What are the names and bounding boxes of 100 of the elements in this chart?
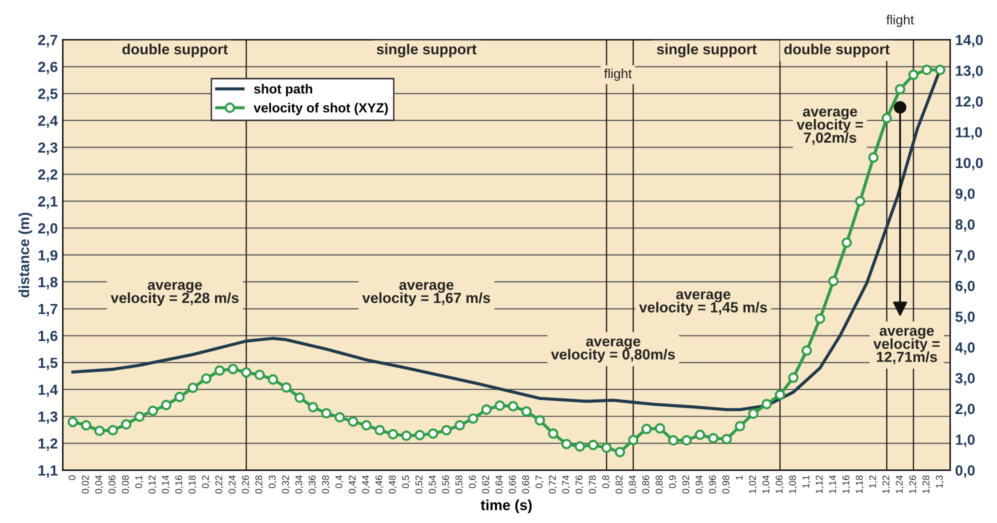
x-tick-label: 0,2	[202, 476, 210, 488]
x-tick-label: 1,1	[802, 476, 810, 488]
x-tick-label: 0,76	[576, 475, 584, 494]
y2-tick-label: 8,0	[955, 219, 975, 232]
x-tick-label: 0,28	[255, 475, 264, 494]
x-tick-label: 0,72	[548, 476, 557, 494]
x-tick-label: 0,88	[656, 475, 664, 494]
y-tick-label: 2,3	[38, 142, 58, 155]
annotation: single support	[376, 44, 476, 58]
x-tick-label: 0,7	[536, 476, 544, 488]
x-tick-label: 0,04	[95, 475, 104, 494]
x-tick-label: 0,18	[188, 475, 197, 494]
x-tick-label: 0,12	[148, 476, 157, 494]
x-tick-label: 1,06	[776, 475, 784, 494]
y-axis-title: distance (m)	[18, 212, 32, 298]
y2-tick-label: 10,0	[956, 158, 983, 170]
x-tick-label: 0,46	[375, 475, 384, 494]
x-tick-label: 0,26	[242, 475, 250, 494]
y-tick-label: 1,3	[38, 411, 58, 424]
x-tick-label: 1,08	[789, 475, 798, 494]
x-tick-label: 0,58	[456, 475, 464, 494]
annotation: average velocity = 1,45 m/s	[639, 291, 767, 316]
y-tick-label: 1,5	[38, 358, 58, 370]
x-tick-label: 0,02	[82, 476, 90, 494]
y2-tick-label: 4,0	[955, 342, 975, 355]
y-tick-label: 2,4	[38, 116, 58, 128]
y-tick-label: 1,9	[38, 250, 58, 263]
x-tick-label: 1,3	[936, 475, 944, 488]
x-tick-label: 1,14	[829, 475, 838, 494]
y-tick-label: 2,0	[38, 223, 58, 236]
y2-tick-label: 1,0	[956, 434, 975, 447]
annotation: double support	[784, 44, 890, 58]
x-tick-label: 1,04	[762, 475, 770, 494]
x-tick-label: 0	[68, 475, 76, 480]
x-tick-label: 1,12	[816, 476, 824, 494]
y-tick-label: 2,5	[38, 88, 58, 102]
x-tick-label: 0,8	[602, 475, 610, 488]
x-tick-label: 0,54	[428, 475, 437, 494]
y2-tick-label: 0,0	[956, 465, 975, 478]
annotation: average velocity = 2,28 m/s	[110, 282, 239, 306]
x-tick-label: 0,24	[228, 475, 237, 494]
x-tick-label: 1,22	[882, 476, 891, 494]
x-tick-label: 0,96	[709, 475, 718, 494]
x-tick-label: 0,08	[122, 475, 130, 494]
x-tick-label: 1,16	[842, 475, 850, 494]
x-tick-label: 0,42	[348, 476, 357, 494]
x-tick-label: 0,52	[415, 476, 424, 494]
annotation: average velocity = 7,02m/s	[796, 108, 863, 145]
x-tick-label: 0,14	[162, 475, 170, 494]
x-tick-label: 1,2	[869, 476, 878, 488]
y2-tick-label: 2,0	[956, 404, 975, 416]
x-tick-label: 0,98	[722, 475, 730, 494]
annotation: flight	[604, 68, 632, 81]
x-axis-title: time (s)	[480, 500, 532, 514]
legend-label: shot path	[254, 84, 312, 96]
x-tick-label: 1,28	[922, 475, 931, 494]
y2-tick-label: 13,0	[956, 66, 983, 78]
x-tick-label: 1,26	[909, 475, 918, 494]
x-tick-label: 0,3	[268, 475, 277, 488]
x-tick-label: 0,22	[215, 476, 224, 494]
legend-label: velocity of shot (XYZ)	[254, 102, 388, 116]
y-tick-label: 2,2	[38, 169, 58, 182]
x-tick-label: 0,68	[522, 475, 530, 494]
x-tick-label: 1,02	[749, 476, 758, 494]
x-tick-label: 0,38	[322, 475, 330, 494]
annotation: average velocity = 0,80m/s	[551, 338, 675, 362]
y2-tick-label: 3,0	[955, 373, 975, 386]
annotation: single support	[656, 44, 757, 58]
y2-tick-label: 12,0	[956, 96, 983, 109]
annotation: average velocity = 12,71m/s	[873, 328, 940, 364]
x-tick-label: 0,44	[362, 475, 370, 494]
x-tick-label: 0,34	[295, 475, 304, 494]
x-tick-label: 1,18	[856, 475, 864, 494]
x-tick-label: 1,24	[896, 475, 904, 494]
x-tick-label: 0,84	[628, 475, 637, 494]
x-tick-label: 0,32	[282, 476, 290, 494]
x-tick-label: 0,66	[508, 475, 517, 494]
x-tick-label: 0,9	[668, 476, 678, 488]
x-tick-label: 0,82	[616, 476, 624, 494]
x-tick-label: 0,48	[388, 475, 397, 494]
x-tick-label: 0,16	[175, 475, 184, 494]
x-tick-label: 0,1	[135, 476, 144, 488]
text: flight	[886, 14, 914, 28]
x-tick-label: 0,94	[696, 475, 704, 494]
x-tick-label: 0,86	[642, 475, 650, 494]
x-tick-label: 0,36	[308, 475, 317, 494]
x-tick-label: 0,06	[108, 475, 117, 494]
x-tick-label: 0,4	[335, 475, 344, 488]
y2-tick-label: 9,0	[956, 188, 975, 202]
y2-tick-label: 11,0	[956, 127, 982, 140]
x-tick-label: 0,56	[442, 475, 450, 494]
x-tick-label: 0,64	[496, 475, 504, 494]
x-tick-label: 0,6	[468, 475, 477, 488]
y-tick-label: 2,1	[38, 196, 58, 209]
y-tick-label: 1,4	[38, 384, 58, 398]
y-tick-label: 1,2	[38, 438, 58, 451]
x-tick-label: 0,74	[562, 475, 570, 494]
y2-tick-label: 5,0	[955, 312, 975, 324]
y-tick-label: 1,8	[38, 276, 58, 290]
y-tick-label: 1,6	[38, 330, 58, 344]
